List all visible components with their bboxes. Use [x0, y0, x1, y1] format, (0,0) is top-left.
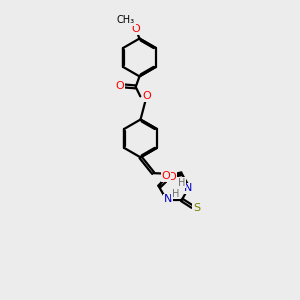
- Text: CH₃: CH₃: [117, 15, 135, 25]
- Text: S: S: [193, 203, 200, 213]
- Text: H: H: [178, 178, 185, 188]
- Text: N: N: [184, 184, 193, 194]
- Text: O: O: [131, 24, 140, 34]
- Text: O: O: [162, 171, 171, 181]
- Text: O: O: [143, 92, 152, 101]
- Text: O: O: [168, 172, 176, 182]
- Text: H: H: [172, 189, 179, 199]
- Text: O: O: [116, 81, 124, 91]
- Text: N: N: [164, 194, 172, 205]
